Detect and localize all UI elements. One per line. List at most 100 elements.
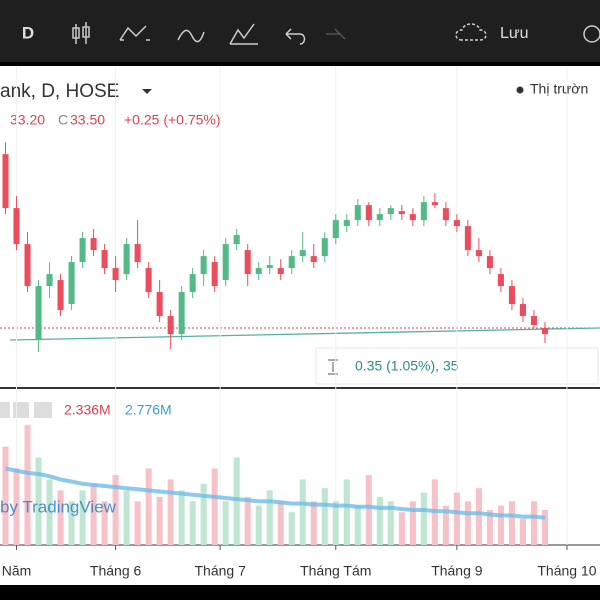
volume-legend: 2.336M (64, 402, 111, 418)
candle-body (57, 280, 64, 311)
volume-bar (167, 479, 174, 545)
candle-body (541, 328, 548, 335)
candle-body (431, 202, 438, 206)
candle-body (222, 244, 229, 281)
candle-body (519, 304, 526, 317)
candle-body (233, 235, 240, 245)
volume-bar (68, 501, 75, 545)
save-button[interactable]: Lưu (500, 25, 529, 42)
candle-body (79, 238, 86, 263)
candle-body (123, 244, 130, 275)
control[interactable] (13, 402, 29, 418)
candle-body (112, 268, 119, 281)
volume-bar (464, 501, 471, 545)
candle-body (354, 205, 361, 221)
volume-bar (145, 468, 152, 545)
candle-body (486, 256, 493, 269)
volume-bar (420, 492, 427, 545)
candle-body (266, 265, 273, 269)
volume-ma-line (5, 466, 546, 520)
candle-body (420, 202, 427, 221)
candle-body (35, 286, 42, 341)
candle-body (167, 316, 174, 335)
volume-bar (541, 510, 548, 545)
volume-bar (2, 446, 9, 545)
candle-body (299, 250, 306, 257)
volume-bar (530, 501, 537, 545)
volume-bar (13, 468, 20, 545)
volume-bar (354, 505, 361, 545)
symbol-dropdown[interactable] (142, 89, 152, 94)
volume-bar (387, 501, 394, 545)
volume-bar (365, 475, 372, 545)
candle-body (376, 214, 383, 221)
x-tick-label: Tháng 9 (431, 563, 483, 579)
candle-body (189, 274, 196, 293)
candle-body (24, 244, 31, 287)
volume-bar (112, 475, 119, 545)
volume-bar (79, 490, 86, 545)
volume-bar (178, 490, 185, 545)
candle-body (508, 286, 515, 305)
candle-body (475, 250, 482, 257)
volume-ma-legend: 2.776M (125, 402, 172, 418)
candle-body (277, 268, 284, 275)
toolbar (0, 0, 600, 62)
volume-bar (134, 501, 141, 545)
volume-bar (519, 518, 526, 545)
candle-body (310, 256, 317, 263)
candle-body (145, 268, 152, 293)
candle-body (387, 208, 394, 215)
x-tick-label: Tháng 10 (537, 563, 596, 579)
time-axis: Năm Tháng 6 Tháng 7 Tháng Tám Tháng 9 Tháng 1… (2, 545, 597, 579)
watermark: by TradingView (0, 497, 117, 516)
candle-body (343, 220, 350, 227)
volume-bar (321, 488, 328, 545)
candle-body (68, 262, 75, 305)
candle-body (200, 256, 207, 275)
candle-body (101, 250, 108, 269)
volume-bar (343, 479, 350, 545)
legend-close-label: C (58, 112, 68, 128)
candle-body (2, 154, 9, 209)
toolbar-icons (72, 22, 600, 45)
volume-bar (233, 457, 240, 545)
volume-bar (475, 488, 482, 545)
x-tick-label: Tháng Tám (300, 563, 371, 579)
volume-bar (123, 490, 130, 545)
trend-line[interactable] (9, 327, 600, 341)
x-tick-label: Tháng 7 (194, 563, 246, 579)
candle-body (13, 208, 20, 245)
volume-bar (200, 483, 207, 545)
control[interactable] (34, 402, 52, 418)
symbol-title[interactable]: ank, D, HOSE (0, 81, 119, 102)
candle-body (178, 292, 185, 335)
volume-bar (266, 490, 273, 545)
legend-close: 33.50 (70, 112, 105, 128)
volume-bar (24, 424, 31, 545)
candle-body (244, 250, 251, 275)
volume-bar (222, 501, 229, 545)
volume-bar (453, 492, 460, 545)
volume-bar (156, 496, 163, 545)
candle-body (46, 274, 53, 287)
candle-body (409, 214, 416, 221)
volume-bar (288, 512, 295, 545)
candle-body (464, 226, 471, 251)
candle-body (211, 262, 218, 287)
candle-body (156, 292, 163, 317)
control[interactable] (0, 402, 10, 418)
candle-body (398, 211, 405, 215)
volume-bar (398, 512, 405, 545)
volume-controls (0, 402, 52, 418)
candle-body (90, 238, 97, 251)
volume-pane (2, 424, 548, 545)
volume-bar (332, 501, 339, 545)
volume-bar (189, 501, 196, 545)
candle-body (365, 205, 372, 221)
candle-body (530, 316, 537, 326)
interval-button[interactable]: D (22, 23, 34, 42)
volume-bar (310, 501, 317, 545)
volume-bar (255, 505, 262, 545)
status-dot (516, 86, 524, 94)
